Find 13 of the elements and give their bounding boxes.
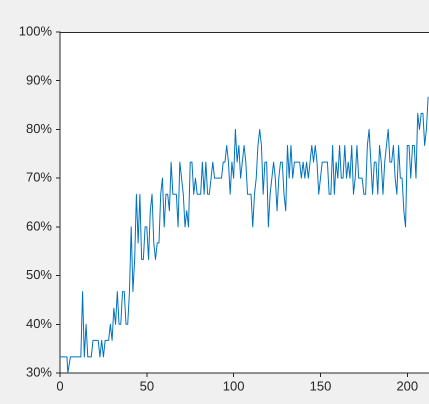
y-tick-label: 40% <box>26 316 52 331</box>
y-tick-label: 90% <box>26 72 52 88</box>
y-tick-label: 70% <box>26 170 52 185</box>
x-tick-label: 200 <box>396 378 418 394</box>
x-tick-label: 50 <box>140 378 154 394</box>
y-tick-label: 50% <box>26 267 52 282</box>
y-tick-label: 100% <box>18 24 52 39</box>
x-tick-label: 0 <box>56 378 64 394</box>
x-tick-label: 100 <box>222 378 244 394</box>
y-tick-label: 80% <box>26 121 52 136</box>
y-tick-label: 30% <box>26 364 52 380</box>
x-tick-label: 150 <box>310 378 332 394</box>
y-tick-label: 60% <box>26 218 52 234</box>
